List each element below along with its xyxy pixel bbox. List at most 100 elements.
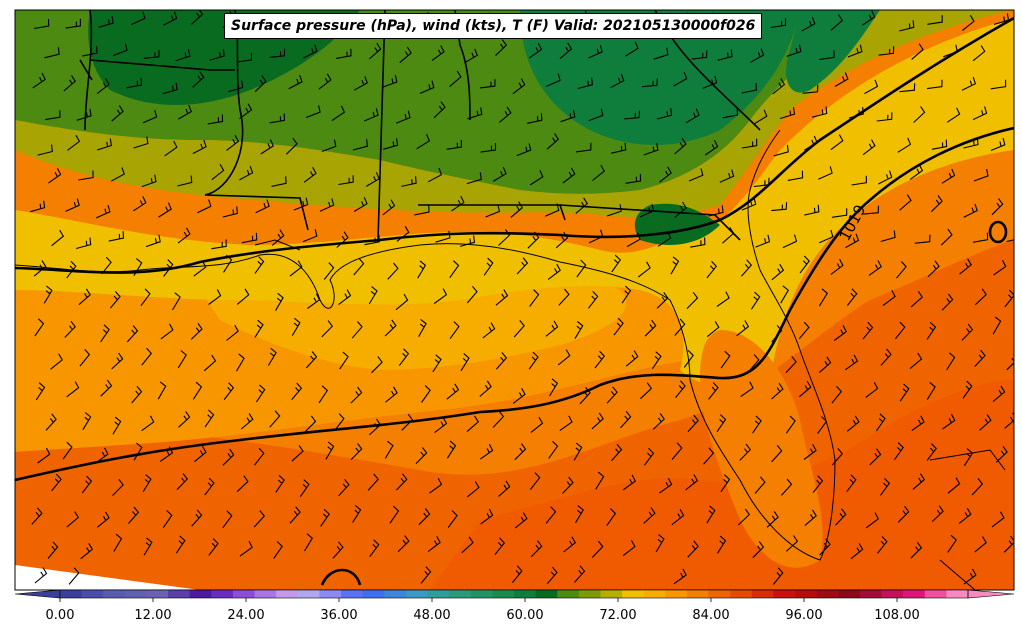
colorbar-swatch: [730, 590, 753, 598]
wind-barb: [338, 289, 352, 306]
wind-barb: [741, 82, 757, 94]
wind-barb: [82, 412, 92, 431]
wind-barb: [862, 139, 876, 156]
wind-barb: [172, 292, 181, 311]
wind-barb: [773, 144, 789, 157]
colorbar-tick-label: 108.00: [874, 608, 920, 623]
wind-barb: [482, 322, 496, 339]
wind-barb: [67, 135, 81, 151]
isobars: [15, 16, 1014, 586]
wind-barb: [592, 164, 606, 181]
wind-barb: [66, 260, 77, 279]
wind-barb: [131, 385, 143, 404]
wind-barb: [175, 535, 186, 554]
wind-barb: [65, 18, 81, 29]
wind-barb: [753, 177, 770, 188]
wind-barb: [204, 409, 215, 428]
wind-barb: [659, 478, 673, 494]
wind-barb: [78, 170, 94, 181]
wind-barb: [208, 538, 219, 556]
wind-barb: [844, 354, 859, 371]
wind-barb: [498, 480, 511, 497]
wind-barb: [240, 413, 254, 430]
wind-barb: [492, 410, 505, 428]
wind-barb: [577, 77, 594, 90]
wind-barb: [861, 10, 876, 26]
wind-barb: [670, 256, 680, 275]
wind-barb: [579, 387, 591, 405]
colorbar-tick-label: 24.00: [227, 608, 264, 623]
wind-barb: [466, 285, 478, 304]
wind-barb: [353, 257, 365, 276]
wind-barb: [396, 473, 408, 491]
colorbar-swatch: [600, 590, 623, 598]
wind-barb: [319, 198, 335, 212]
wind-barb: [32, 72, 46, 89]
wind-barb: [236, 288, 250, 305]
wind-barb: [320, 508, 330, 527]
wind-barb: [302, 229, 318, 243]
wind-barb: [993, 13, 1010, 25]
wind-barb: [926, 443, 937, 461]
colorbar-swatch: [773, 590, 796, 598]
wind-barb: [51, 473, 62, 492]
wind-barb: [563, 536, 577, 553]
wind-barb: [44, 47, 60, 59]
wind-barb: [113, 533, 123, 552]
colorbar-swatch: [384, 590, 407, 598]
wind-barb: [606, 508, 617, 527]
colorbar-swatch: [405, 590, 429, 598]
wind-barb: [961, 76, 977, 91]
wind-barb: [303, 44, 318, 59]
wind-barb: [110, 167, 125, 182]
colorbar-swatch: [341, 590, 364, 598]
wind-barb: [427, 167, 443, 183]
colorbar-swatch: [81, 590, 104, 598]
wind-barb: [894, 442, 904, 461]
wind-barb: [383, 138, 399, 150]
wind-barb: [683, 350, 694, 368]
colorbar-swatch: [686, 590, 710, 598]
wind-barb: [352, 139, 369, 151]
wind-barb: [255, 384, 266, 403]
wind-barb: [946, 107, 961, 123]
wind-barb: [1004, 289, 1014, 308]
wind-barb: [961, 323, 974, 341]
wind-barb: [674, 201, 687, 218]
wind-barb: [255, 199, 270, 214]
wind-barb: [420, 566, 432, 584]
wind-barb: [972, 232, 989, 243]
wind-barb: [398, 348, 410, 366]
wind-barb: [140, 288, 151, 307]
colorbar-swatch: [514, 590, 537, 598]
colorbar-swatch: [427, 590, 450, 598]
wind-barb: [131, 11, 146, 26]
wind-barb: [100, 324, 110, 343]
wind-barb: [720, 350, 731, 369]
wind-barb: [931, 139, 948, 150]
wind-barb: [494, 537, 506, 556]
wind-barb: [560, 109, 576, 123]
colorbar-swatch: [492, 590, 515, 598]
wind-barb: [910, 541, 923, 559]
wind-barb: [514, 512, 528, 529]
wind-barb: [433, 288, 448, 304]
wind-barb: [449, 321, 460, 340]
wind-barb: [96, 78, 110, 95]
colorbar-frame: [59, 589, 969, 599]
colorbar: [14, 589, 1015, 599]
wind-barb: [239, 540, 253, 557]
colorbar-tick-label: 72.00: [599, 608, 636, 623]
wind-barb: [869, 448, 882, 466]
wind-barb: [575, 505, 584, 524]
wind-barb: [545, 506, 557, 524]
wind-barb: [739, 443, 752, 461]
wind-barb: [877, 536, 888, 554]
wind-barb: [396, 225, 410, 242]
wind-barb: [108, 231, 125, 242]
wind-barb: [685, 474, 699, 491]
wind-barb: [771, 263, 785, 281]
colorbar-swatch: [319, 590, 342, 598]
wind-barb: [510, 201, 524, 218]
